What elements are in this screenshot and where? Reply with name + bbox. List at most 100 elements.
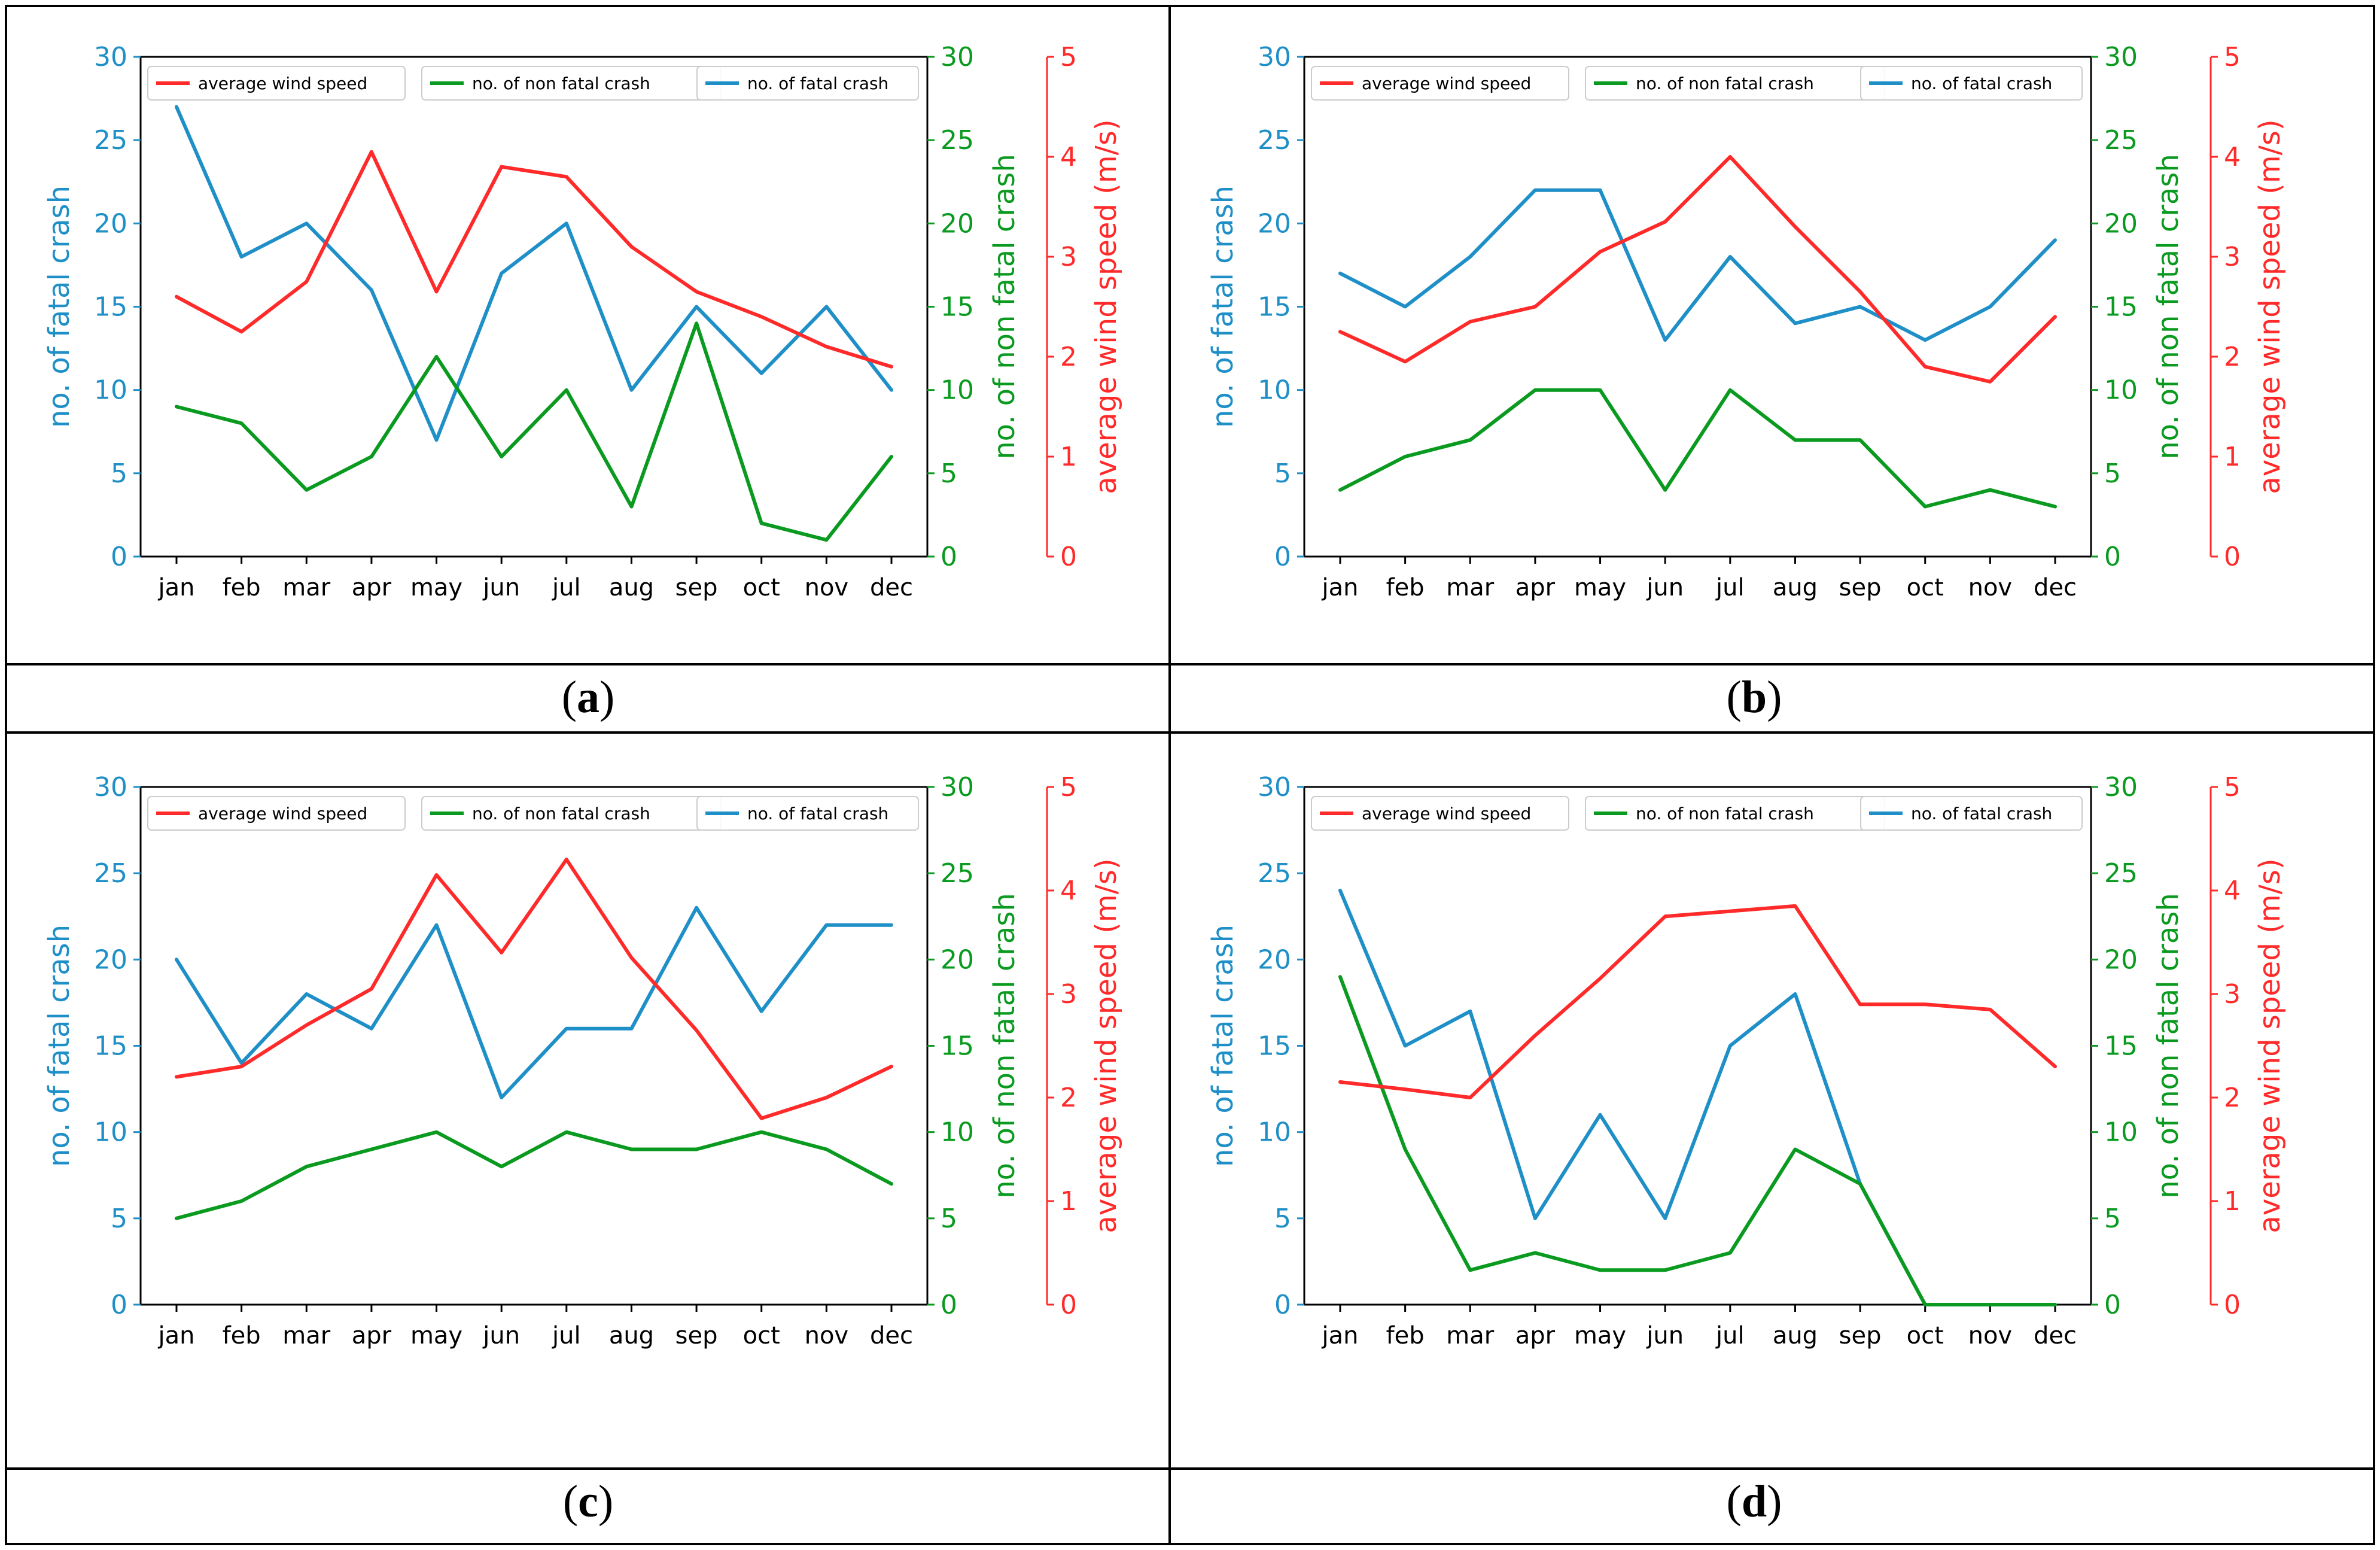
y-left-tick-label: 5 [111,1203,127,1234]
x-tick-label: mar [282,574,330,601]
x-tick-label: may [1574,574,1626,601]
series-line-right1 [175,1130,893,1220]
x-tick-label: nov [805,574,849,601]
y-right1-tick-label: 10 [2104,375,2138,406]
y-left-axis-title: no. of fatal crash [42,925,76,1167]
x-tick-label: mar [1446,1322,1494,1350]
chart-panel-c: jan feb mar apr may jun jul aug sep oct nov dec0510… [42,772,1123,1350]
y-right1-tick-label: 20 [941,208,974,239]
y-right1-tick-label: 15 [941,292,974,323]
x-tick-label: jun [482,1322,520,1350]
table-border-bottom [5,1543,2375,1545]
x-tick-label: oct [743,1322,780,1350]
y-right1-tick-label: 5 [941,458,957,489]
y-left-tick-label: 30 [94,772,127,803]
plot-frame [1303,56,2092,558]
y-left-tick-label: 30 [1258,42,1291,72]
y-right2-axis-title: average wind speed (m/s) [1089,858,1123,1233]
y-left-tick-label: 0 [111,542,127,572]
y-right1-tick-label: 5 [2104,458,2121,489]
x-tick-label: aug [609,574,654,601]
y-left-tick-label: 15 [1258,1031,1291,1062]
x-tick-label: sep [675,1322,718,1350]
y-left-tick-label: 5 [111,458,127,489]
caption-b: (b) [1726,672,1782,722]
y-right2-tick-label: 2 [1060,1083,1077,1113]
legend-fatal-box [1860,66,2083,101]
x-tick-label: jul [552,574,581,601]
x-tick-label: jun [482,574,520,601]
series-line-right1 [175,321,893,542]
x-tick-label: apr [352,1322,392,1350]
x-tick-label: jul [1715,1322,1745,1350]
y-right2-tick-label: 3 [1060,979,1077,1010]
table-border-row2 [5,731,2375,734]
legend-fatal-label: no. of fatal crash [1911,74,2052,93]
table-border-center [1168,5,1171,1545]
y-left-tick-label: 5 [1274,1203,1291,1234]
y-right1-tick-label: 25 [941,858,974,889]
x-tick-label: dec [2034,1322,2077,1350]
y-right1-tick-label: 25 [2104,125,2138,156]
series-line-left [175,105,893,442]
y-right2-tick-label: 5 [1060,772,1077,803]
y-right2-tick-label: 0 [1060,542,1077,572]
y-right1-axis-title: no. of non fatal crash [2151,893,2185,1199]
y-right1-tick-label: 30 [941,772,974,803]
y-right1-tick-label: 0 [2104,542,2121,572]
y-right2-tick-label: 1 [2224,1186,2241,1217]
x-tick-label: sep [1839,574,1882,601]
legend-wind-label: average wind speed [1362,804,1531,823]
x-tick-label: feb [1386,574,1425,601]
y-right1-tick-label: 25 [941,125,974,156]
y-right1-tick-label: 15 [2104,1031,2138,1062]
series-line-left [1338,188,2057,342]
y-right1-tick-label: 10 [941,1117,974,1148]
x-tick-label: aug [1773,1322,1818,1350]
y-left-axis-title: no. of fatal crash [1206,186,1240,428]
x-tick-label: aug [609,1322,654,1350]
chart-panel-a: jan feb mar apr may jun jul aug sep oct nov dec0510… [42,42,1123,601]
legend-fatal-label: no. of fatal crash [1911,804,2052,823]
y-right1-tick-label: 10 [2104,1117,2138,1148]
x-tick-label: jan [1322,574,1359,601]
series-line-right1 [1338,975,2057,1306]
x-tick-label: feb [223,574,261,601]
legend-wind-box [1311,796,1569,831]
y-right1-axis-title: no. of non fatal crash [2151,154,2185,460]
y-left-tick-label: 25 [94,858,127,889]
y-right1-tick-label: 30 [2104,42,2138,72]
x-tick-label: oct [1907,1322,1944,1350]
y-right2-tick-label: 4 [1060,142,1077,172]
x-tick-label: oct [1907,574,1944,601]
x-tick-label: nov [805,1322,849,1350]
x-tick-label: sep [1839,1322,1882,1350]
y-left-tick-label: 25 [1258,125,1291,156]
y-left-tick-label: 25 [94,125,127,156]
table-border-top [5,5,2375,7]
x-tick-label: jan [1322,1322,1359,1350]
y-right2-tick-label: 3 [1060,242,1077,272]
y-left-tick-label: 15 [94,292,127,323]
x-tick-label: apr [1515,574,1556,601]
caption-c: (c) [562,1476,614,1527]
y-right2-tick-label: 2 [2224,342,2241,372]
y-right1-axis-title: no. of non fatal crash [988,893,1021,1199]
series-line-right2 [1338,155,2057,384]
y-right2-tick-label: 1 [2224,442,2241,472]
legend-wind-box [1311,66,1569,101]
chart-panel-d: jan feb mar apr may jun jul aug sep oct nov dec0510… [1206,772,2287,1350]
y-right1-tick-label: 15 [941,1031,974,1062]
y-left-tick-label: 10 [1258,1117,1291,1148]
series-line-left [175,905,893,1099]
y-right2-tick-label: 2 [2224,1083,2241,1113]
legend-fatal-label: no. of fatal crash [747,804,888,823]
y-right1-tick-label: 25 [2104,858,2138,889]
legend-wind-box [147,796,406,831]
legend-nonfatal-label: no. of non fatal crash [1636,804,1814,823]
y-right2-tick-label: 4 [2224,142,2241,172]
y-right2-tick-label: 3 [2224,242,2241,272]
y-left-tick-label: 0 [1274,542,1291,572]
y-right1-tick-label: 5 [941,1203,957,1234]
